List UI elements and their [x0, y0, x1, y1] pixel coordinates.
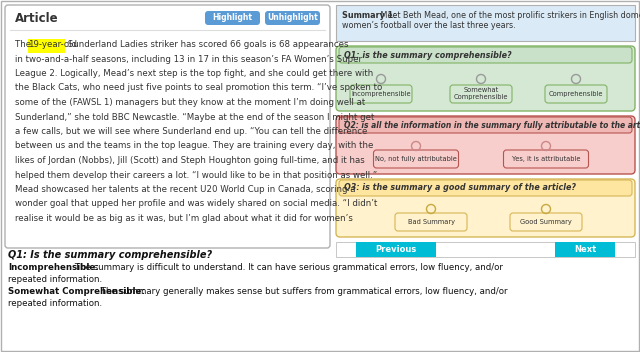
Text: Meet Beth Mead, one of the most prolific strikers in English domestic: Meet Beth Mead, one of the most prolific… [378, 11, 640, 20]
Text: Unhighlight: Unhighlight [267, 13, 318, 23]
Text: Q2: is all the information in the summary fully attributable to the article?: Q2: is all the information in the summar… [344, 120, 640, 130]
FancyBboxPatch shape [336, 116, 635, 174]
Text: The summary is difficult to understand. It can have serious grammatical errors, : The summary is difficult to understand. … [72, 263, 502, 272]
Text: between us and the teams in the top league. They are training every day, with th: between us and the teams in the top leag… [15, 142, 373, 151]
Text: Yes, it is attributable: Yes, it is attributable [512, 156, 580, 162]
FancyBboxPatch shape [339, 117, 632, 133]
Text: League 2. Logically, Mead’s next step is the top fight, and she could get there : League 2. Logically, Mead’s next step is… [15, 69, 373, 78]
Text: some of the (FAWSL 1) managers but they know at the moment I’m doing well at: some of the (FAWSL 1) managers but they … [15, 98, 365, 107]
FancyBboxPatch shape [545, 85, 607, 103]
Text: repeated information.: repeated information. [8, 299, 102, 308]
FancyBboxPatch shape [265, 11, 320, 25]
Bar [28, 39, 65, 52]
Text: Previous: Previous [376, 245, 417, 254]
Text: Incomprehensible:: Incomprehensible: [8, 263, 99, 272]
Text: Bad Summary: Bad Summary [408, 219, 454, 225]
Text: The summary generally makes sense but suffers from grammatical errors, low fluen: The summary generally makes sense but su… [98, 287, 508, 296]
Bar [336, 5, 635, 41]
Text: likes of Jordan (Nobbs), Jill (Scott) and Steph Houghton going full-time, and it: likes of Jordan (Nobbs), Jill (Scott) an… [15, 156, 365, 165]
FancyBboxPatch shape [510, 213, 582, 231]
FancyBboxPatch shape [205, 11, 260, 25]
FancyBboxPatch shape [5, 5, 330, 248]
Text: Somewhat Comprehensible:: Somewhat Comprehensible: [8, 287, 145, 296]
Text: in two-and-a-half seasons, including 13 in 17 in this season’s FA Women’s Super: in two-and-a-half seasons, including 13 … [15, 55, 362, 63]
Text: Highlight: Highlight [212, 13, 253, 23]
Text: Article: Article [15, 13, 59, 25]
Text: helped them develop their careers a lot. “I would like to be in that position as: helped them develop their careers a lot.… [15, 170, 377, 180]
Text: Good Summary: Good Summary [520, 219, 572, 225]
FancyBboxPatch shape [336, 46, 635, 111]
FancyBboxPatch shape [339, 47, 632, 63]
Text: the Black Cats, who need just five points to seal promotion this term. “I’ve spo: the Black Cats, who need just five point… [15, 83, 382, 93]
Text: Comprehensible: Comprehensible [548, 91, 604, 97]
Text: Somewhat
Comprehensible: Somewhat Comprehensible [454, 88, 508, 101]
Text: repeated information.: repeated information. [8, 275, 102, 284]
FancyBboxPatch shape [339, 180, 632, 196]
Text: Q1: Is the summary comprehensible?: Q1: Is the summary comprehensible? [8, 250, 212, 260]
Text: realise it would be as big as it was, but I’m glad about what it did for women’s: realise it would be as big as it was, bu… [15, 214, 353, 223]
Text: Sunderland Ladies striker has scored 66 goals is 68 appearances: Sunderland Ladies striker has scored 66 … [65, 40, 348, 49]
FancyBboxPatch shape [336, 179, 635, 237]
Text: Mead showcased her talents at the recent U20 World Cup in Canada, scoring a: Mead showcased her talents at the recent… [15, 185, 355, 194]
Text: Incomprehensible: Incomprehensible [351, 91, 411, 97]
FancyBboxPatch shape [395, 213, 467, 231]
Bar [356, 242, 436, 257]
FancyBboxPatch shape [374, 150, 458, 168]
Text: Sunderland,” she told BBC Newcastle. “Maybe at the end of the season I might get: Sunderland,” she told BBC Newcastle. “Ma… [15, 113, 374, 121]
Text: a few calls, but we will see where Sunderland end up. “You can tell the differen: a few calls, but we will see where Sunde… [15, 127, 367, 136]
Text: Q3: is the summary a good summary of the article?: Q3: is the summary a good summary of the… [344, 183, 576, 193]
Text: Next: Next [574, 245, 596, 254]
FancyBboxPatch shape [504, 150, 589, 168]
Text: wonder goal that upped her profile and was widely shared on social media. “I did: wonder goal that upped her profile and w… [15, 200, 378, 208]
Text: Summary 1:: Summary 1: [342, 11, 396, 20]
FancyBboxPatch shape [350, 85, 412, 103]
Text: 19-year-old: 19-year-old [28, 40, 77, 49]
Bar [336, 242, 635, 257]
Text: No, not fully attributable: No, not fully attributable [375, 156, 457, 162]
FancyBboxPatch shape [450, 85, 512, 103]
Text: Q1: is the summary comprehensible?: Q1: is the summary comprehensible? [344, 50, 511, 59]
Text: The: The [15, 40, 34, 49]
Bar [555, 242, 615, 257]
Text: women’s football over the last three years.: women’s football over the last three yea… [342, 21, 516, 30]
